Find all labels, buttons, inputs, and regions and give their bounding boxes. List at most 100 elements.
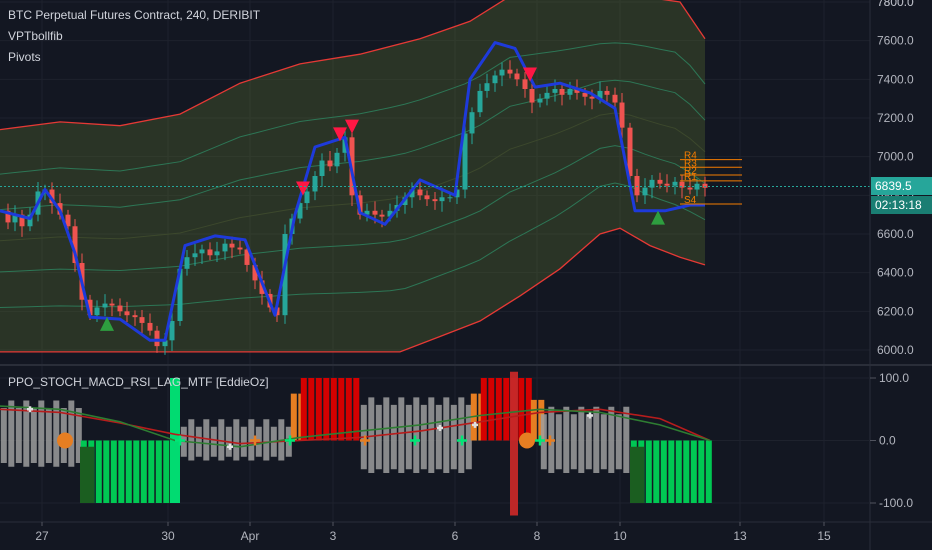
price-tick-label: 6000.0: [877, 343, 914, 357]
upper-band-line: [0, 0, 706, 131]
candle-body: [372, 210, 378, 215]
buy-arrow: [651, 210, 665, 225]
candle-body: [379, 214, 385, 217]
candle-body: [552, 89, 558, 93]
osc-bar: [435, 404, 442, 470]
candle-body: [304, 191, 310, 204]
osc-bar: [390, 404, 397, 470]
osc-bar: [8, 400, 15, 467]
price-tick-label: 7800.0: [877, 0, 914, 9]
candle-body: [597, 90, 603, 99]
candle-body: [334, 152, 340, 167]
candle-body: [364, 210, 370, 215]
candle-body: [282, 234, 288, 316]
osc-bar: [290, 393, 297, 441]
candle-body: [19, 214, 25, 227]
osc-bar: [615, 414, 622, 470]
osc-bar: [210, 426, 217, 457]
candle-body: [447, 197, 453, 199]
time-tick-label: Apr: [241, 529, 260, 543]
candle-body: [477, 90, 483, 113]
candle-body: [522, 79, 528, 89]
sell-arrow: [523, 67, 537, 82]
candle-body: [72, 226, 78, 263]
osc-bar: [263, 419, 270, 461]
osc-bar: [578, 406, 585, 473]
osc-bar: [530, 399, 537, 441]
osc-bar: [495, 378, 502, 441]
osc-bar: [95, 440, 102, 503]
candle-body: [424, 195, 430, 200]
osc-bar: [195, 426, 202, 457]
sell-arrow: [296, 181, 310, 196]
price-tick-label: 7000.0: [877, 150, 914, 164]
candle-body: [184, 257, 190, 269]
osc-bar: [503, 378, 510, 441]
osc-bar: [148, 440, 155, 503]
candle-body: [499, 69, 505, 76]
osc-bar: [38, 400, 45, 467]
candle-body: [259, 280, 265, 294]
fib-band-line: [0, 42, 706, 175]
time-tick-label: 6: [452, 529, 459, 543]
pivot-label: R2: [684, 166, 697, 177]
candle-body: [567, 89, 573, 95]
last-price-tag: 6839.5: [871, 177, 932, 195]
osc-bar: [30, 408, 37, 463]
candle-body: [649, 179, 655, 188]
fib-band-line: [0, 145, 706, 273]
symbol-title[interactable]: BTC Perpetual Futures Contract, 240, DER…: [8, 8, 261, 22]
candle-body: [582, 92, 588, 97]
candle-body: [342, 137, 348, 153]
osc-bar: [53, 400, 60, 467]
osc-bar: [705, 440, 712, 503]
countdown-tag: 02:13:18: [871, 196, 932, 214]
indicator-label-pivots[interactable]: Pivots: [8, 50, 41, 64]
candle-body: [507, 69, 513, 74]
oscillator-axis[interactable]: -100.0 0.0 100.0: [870, 371, 913, 510]
osc-bar: [323, 378, 330, 441]
candle-body: [147, 322, 153, 331]
candle-body: [162, 340, 168, 347]
oscillator-title[interactable]: PPO_STOCH_MACD_RSI_LAG_MTF [EddieOz]: [8, 375, 269, 389]
candle-body: [327, 160, 333, 167]
time-tick-label: 30: [161, 529, 175, 543]
osc-bar: [188, 419, 195, 461]
price-tick-label: 6400.0: [877, 266, 914, 280]
indicator-label-vptbollfib[interactable]: VPTbollfib: [8, 29, 63, 43]
oscillator-histogram: [0, 371, 712, 516]
candle-body: [124, 311, 130, 316]
osc-bar: [218, 419, 225, 461]
candle-body: [252, 264, 258, 281]
osc-bar: [465, 404, 472, 470]
osc-bar: [660, 440, 667, 503]
oscillator-lines: [0, 405, 711, 448]
candle-body: [139, 317, 145, 323]
candle-body: [559, 89, 565, 95]
candle-body: [604, 90, 610, 95]
candle-body: [222, 243, 228, 252]
osc-bar: [368, 397, 375, 473]
osc-bar: [668, 440, 675, 503]
candle-body: [132, 315, 138, 318]
osc-bar: [653, 440, 660, 503]
osc-bar: [330, 378, 337, 441]
osc-bar: [675, 440, 682, 503]
candle-body: [432, 199, 438, 202]
time-tick-label: 3: [330, 529, 337, 543]
candle-body: [612, 94, 618, 103]
time-axis[interactable]: 27 30 Apr 3 6 8 10 13 15: [35, 522, 831, 543]
osc-bar: [683, 440, 690, 503]
candle-body: [634, 176, 640, 196]
osc-bar: [0, 408, 7, 463]
osc-bar: [443, 397, 450, 473]
buy-arrow: [100, 316, 114, 331]
osc-bar: [480, 378, 487, 441]
osc-bar: [690, 440, 697, 503]
osc-bar: [420, 404, 427, 470]
candle-body: [49, 189, 55, 204]
osc-bar: [345, 378, 352, 441]
osc-bar: [585, 414, 592, 470]
candle-body: [237, 247, 243, 250]
candle-body: [544, 92, 550, 99]
